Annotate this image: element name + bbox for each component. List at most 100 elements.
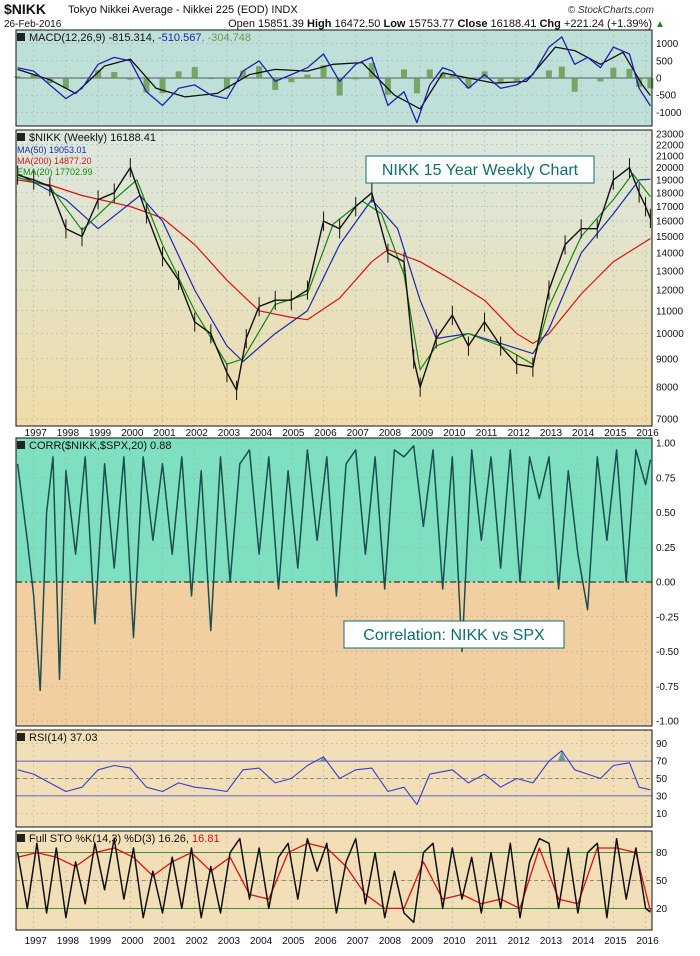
rsi-panel-frame <box>15 729 653 828</box>
corr-panel-frame <box>15 437 653 727</box>
macd-histogram-bar <box>384 78 391 95</box>
ma200-label: MA(200) 14877.20 <box>17 156 92 166</box>
macd-histogram-bar <box>449 74 456 78</box>
price-year-label: 2012 <box>508 428 531 439</box>
macd-histogram-bar <box>413 78 420 94</box>
corr-tick-label: -1.00 <box>656 717 679 728</box>
price-year-label: 1997 <box>25 428 48 439</box>
svg-text:CORR($NIKK,$SPX,20) 0.88: CORR($NIKK,$SPX,20) 0.88 <box>29 440 171 452</box>
price-tick-label: 13000 <box>656 266 684 277</box>
price-year-label: 2004 <box>250 428 273 439</box>
macd-tick-label: 500 <box>656 56 673 67</box>
corr-tick-label: 0.00 <box>656 578 676 589</box>
macd-histogram-bar <box>207 78 214 80</box>
rsi-tick-label: 30 <box>656 791 668 802</box>
macd-histogram-bar <box>14 76 21 78</box>
price-tick-label: 22000 <box>656 140 684 151</box>
corr-tick-label: -0.75 <box>656 682 679 693</box>
price-tick-label: 9000 <box>656 354 679 365</box>
price-year-label: 2008 <box>379 428 402 439</box>
bottom-year-label: 2004 <box>250 936 273 947</box>
macd-histogram-bar <box>79 78 86 79</box>
macd-tick-label: -500 <box>656 91 676 102</box>
price-tick-label: 21000 <box>656 151 684 162</box>
sto-legend: Full STO %K(14,3) %D(3) 16.26, 16.81 <box>17 833 220 845</box>
price-year-label: 2007 <box>347 428 370 439</box>
macd-histogram-bar <box>401 69 408 78</box>
svg-text:MACD(12,26,9) -815.314, -510.5: MACD(12,26,9) -815.314, -510.567, -304.7… <box>29 32 251 44</box>
ma50-label: MA(50) 19053.01 <box>17 145 87 155</box>
svg-text:NIKK 15 Year Weekly Chart: NIKK 15 Year Weekly Chart <box>382 162 579 179</box>
corr-tick-label: 0.50 <box>656 508 676 519</box>
macd-histogram-bar <box>46 78 53 84</box>
macd-histogram-bar <box>240 70 247 78</box>
price-year-label: 2002 <box>186 428 209 439</box>
price-year-label: 2005 <box>282 428 305 439</box>
price-tick-label: 10000 <box>656 329 684 340</box>
price-tick-label: 11000 <box>656 306 684 317</box>
price-year-label: 2011 <box>476 428 498 439</box>
price-line <box>17 166 652 391</box>
bottom-year-label: 2012 <box>508 936 531 947</box>
macd-histogram-bar <box>439 72 446 78</box>
sto-k-line <box>16 837 651 924</box>
sto-tick-label: 50 <box>656 876 668 887</box>
brand: © StockCharts.com <box>568 5 654 16</box>
price-year-label: 1998 <box>57 428 80 439</box>
price-year-label: 2000 <box>121 428 144 439</box>
macd-histogram-bar <box>127 78 134 80</box>
bottom-year-label: 2008 <box>379 936 402 947</box>
rsi-legend: RSI(14) 37.03 <box>17 732 97 744</box>
macd-histogram-bar <box>610 67 617 78</box>
price-year-label: 2014 <box>572 428 595 439</box>
corr-tick-label: -0.25 <box>656 612 679 623</box>
bottom-year-label: 1997 <box>25 936 48 947</box>
corr-annotation: Correlation: NIKK vs SPX <box>343 620 565 649</box>
macd-tick-label: -1000 <box>656 108 682 119</box>
macd-histogram-bar <box>513 78 520 81</box>
macd-histogram-bar <box>175 71 182 78</box>
bottom-year-label: 2000 <box>121 936 144 947</box>
macd-histogram-bar <box>304 74 311 78</box>
macd-histogram-bar <box>597 78 604 82</box>
macd-histogram-bar <box>636 78 643 87</box>
macd-histogram-bar <box>545 70 552 78</box>
macd-histogram-bar <box>159 78 166 94</box>
date: 26-Feb-2016 <box>4 19 62 30</box>
corr-line <box>16 445 652 692</box>
svg-text:Full STO %K(14,3) %D(3) 16.26,: Full STO %K(14,3) %D(3) 16.26, 16.81 <box>29 833 220 845</box>
price-year-label: 2010 <box>443 428 466 439</box>
macd-histogram-bar <box>288 78 295 83</box>
bottom-year-label: 2007 <box>347 936 370 947</box>
price-tick-label: 14000 <box>656 249 684 260</box>
bottom-year-label: 2002 <box>186 936 209 947</box>
bottom-year-label: 1999 <box>89 936 112 947</box>
macd-tick-label: 1000 <box>656 39 679 50</box>
price-year-label: 2003 <box>218 428 241 439</box>
svg-text:RSI(14) 37.03: RSI(14) 37.03 <box>29 732 97 744</box>
macd-histogram-bar <box>30 74 37 78</box>
macd-histogram-bar <box>626 68 633 78</box>
macd-histogram-bar <box>571 78 578 92</box>
macd-histogram-bar <box>465 78 472 89</box>
macd-tick-label: 0 <box>656 74 662 85</box>
macd-signal-line <box>17 46 651 110</box>
price-tick-label: 23000 <box>656 130 684 141</box>
bottom-year-label: 2013 <box>540 936 563 947</box>
symbol-name: Tokyo Nikkei Average - Nikkei 225 (EOD) … <box>68 4 298 16</box>
sto-tick-label: 80 <box>656 848 668 859</box>
macd-histogram-bar <box>647 78 654 89</box>
ohlc-readout: Open 15851.39 High 16472.50 Low 15753.77… <box>228 18 652 30</box>
bottom-year-label: 2016 <box>636 936 659 947</box>
price-tick-label: 19000 <box>656 175 684 186</box>
macd-histogram-bar <box>272 78 279 90</box>
price-title-annotation: NIKK 15 Year Weekly Chart <box>365 155 595 184</box>
ema20-label: EMA(20) 17702.99 <box>17 167 93 177</box>
bottom-year-label: 2011 <box>476 936 498 947</box>
price-label: $NIKK (Weekly) 16188.41 <box>29 132 156 144</box>
rsi-tick-label: 70 <box>656 757 668 768</box>
macd-histogram-bar <box>223 78 230 89</box>
macd-histogram-bar <box>336 78 343 96</box>
macd-histogram-bar <box>111 72 118 78</box>
macd-histogram-bar <box>191 67 198 78</box>
